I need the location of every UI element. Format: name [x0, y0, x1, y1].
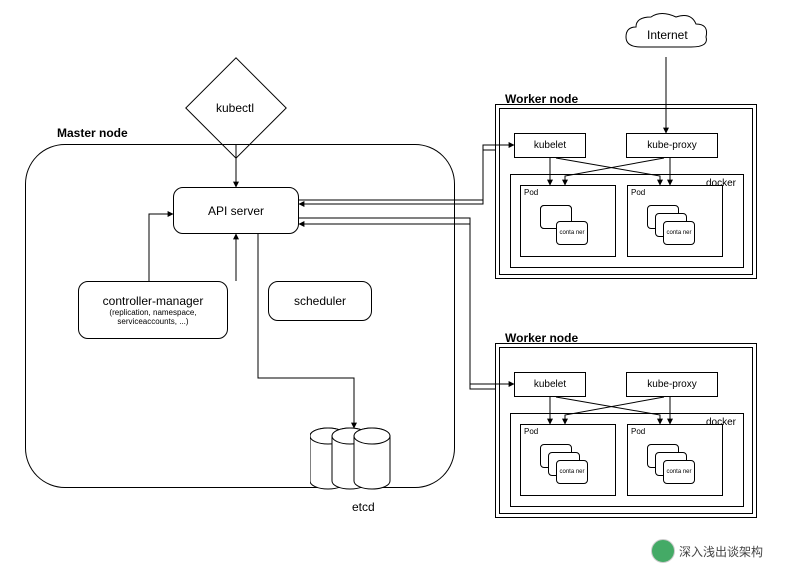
worker1-pod2-label: Pod: [631, 188, 645, 197]
worker2-kubelet: kubelet: [514, 372, 586, 397]
controller-manager-box: controller-manager (replication, namespa…: [78, 281, 228, 339]
worker2-kubelet-label: kubelet: [534, 379, 566, 390]
api-server-box: API server: [173, 187, 299, 234]
watermark: 深入浅出谈架构: [651, 539, 763, 563]
kubectl-label: kubectl: [216, 101, 254, 115]
worker2-pod1-label: Pod: [524, 427, 538, 436]
master-title: Master node: [57, 126, 128, 140]
worker1-pod1-label: Pod: [524, 188, 538, 197]
worker2-kubeproxy: kube-proxy: [626, 372, 718, 397]
api-server-label: API server: [208, 204, 264, 218]
internet-label: Internet: [647, 28, 688, 42]
controller-manager-sub: (replication, namespace,: [109, 308, 196, 317]
worker1-kubeproxy: kube-proxy: [626, 133, 718, 158]
etcd-cluster: [310, 426, 420, 506]
worker1-kubelet: kubelet: [514, 133, 586, 158]
scheduler-box: scheduler: [268, 281, 372, 321]
watermark-text: 深入浅出谈架构: [679, 543, 763, 560]
etcd-label: etcd: [352, 500, 375, 514]
watermark-avatar-icon: [651, 539, 675, 563]
worker1-kubelet-label: kubelet: [534, 140, 566, 151]
scheduler-label: scheduler: [294, 294, 346, 308]
controller-manager-sub2: serviceaccounts, ...): [117, 317, 188, 326]
worker2-pod2-label: Pod: [631, 427, 645, 436]
internet-cloud: Internet: [621, 12, 711, 57]
worker1-kubeproxy-label: kube-proxy: [647, 140, 696, 151]
controller-manager-label: controller-manager: [103, 294, 204, 308]
worker2-kubeproxy-label: kube-proxy: [647, 379, 696, 390]
